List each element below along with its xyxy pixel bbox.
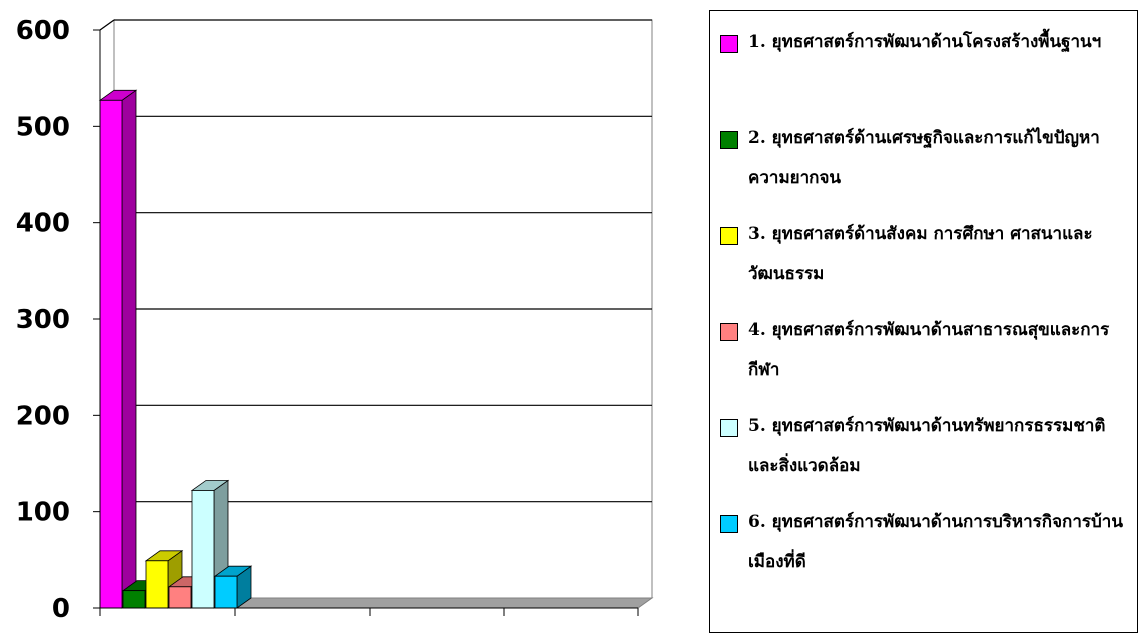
legend-swatch xyxy=(720,35,738,53)
legend-swatch xyxy=(720,131,738,149)
gridline-side xyxy=(99,19,115,31)
legend-swatch xyxy=(720,515,738,533)
legend-item: 5. ยุทธศาสตร์การพัฒนาด้านทรัพยากรธรรมชาต… xyxy=(720,415,1130,486)
legend-label: 1. ยุทธศาสตร์การพัฒนาด้านโครงสร้างพื้นฐา… xyxy=(748,32,1102,52)
y-tick-labels: 0 100 200 300 400 500 600 xyxy=(16,16,70,624)
legend-swatch xyxy=(720,323,738,341)
legend-label: 4. ยุทธศาสตร์การพัฒนาด้านสาธารณสุขและการ… xyxy=(748,320,1110,380)
legend-item: 4. ยุทธศาสตร์การพัฒนาด้านสาธารณสุขและการ… xyxy=(720,319,1130,390)
legend-label: 2. ยุทธศาสตร์ด้านเศรษฐกิจและการแก้ไขปัญห… xyxy=(748,128,1100,188)
y-tick-label: 0 xyxy=(52,594,70,624)
bar-front xyxy=(145,560,169,609)
bar xyxy=(98,89,138,609)
chart-walls xyxy=(98,19,654,609)
legend-item: 3. ยุทธศาสตร์ด้านสังคม การศึกษา ศาสนาและ… xyxy=(720,223,1130,294)
legend-swatch xyxy=(720,227,738,245)
legend-label: 5. ยุทธศาสตร์การพัฒนาด้านทรัพยากรธรรมชาต… xyxy=(748,416,1106,476)
y-tick-label: 400 xyxy=(16,209,70,239)
y-tick-label: 500 xyxy=(16,112,70,142)
legend-swatch xyxy=(720,419,738,437)
legend-label: 6. ยุทธศาสตร์การพัฒนาด้านการบริหารกิจการ… xyxy=(748,512,1123,572)
bar-front xyxy=(191,490,215,609)
legend-item: 6. ยุทธศาสตร์การพัฒนาด้านการบริหารกิจการ… xyxy=(720,511,1130,582)
bar-front xyxy=(168,586,192,609)
y-tick-label: 100 xyxy=(16,498,70,528)
legend-item: 2. ยุทธศาสตร์ด้านเศรษฐกิจและการแก้ไขปัญห… xyxy=(720,127,1130,198)
chart: 0 100 200 300 400 500 600 xyxy=(16,16,654,624)
bars xyxy=(98,89,253,609)
y-tick-label: 300 xyxy=(16,305,70,335)
legend-item: 1. ยุทธศาสตร์การพัฒนาด้านโครงสร้างพื้นฐา… xyxy=(720,31,1130,62)
legend: 1. ยุทธศาสตร์การพัฒนาด้านโครงสร้างพื้นฐา… xyxy=(709,10,1138,633)
bar-front xyxy=(214,575,238,609)
axes xyxy=(93,29,639,616)
legend-label: 3. ยุทธศาสตร์ด้านสังคม การศึกษา ศาสนาและ… xyxy=(748,224,1093,284)
y-tick-label: 200 xyxy=(16,401,70,431)
bar-front xyxy=(99,99,123,609)
bar xyxy=(213,565,253,609)
y-tick-label: 600 xyxy=(16,16,70,46)
bar xyxy=(144,550,184,609)
bar-side xyxy=(121,89,137,609)
bar-front xyxy=(122,590,146,609)
